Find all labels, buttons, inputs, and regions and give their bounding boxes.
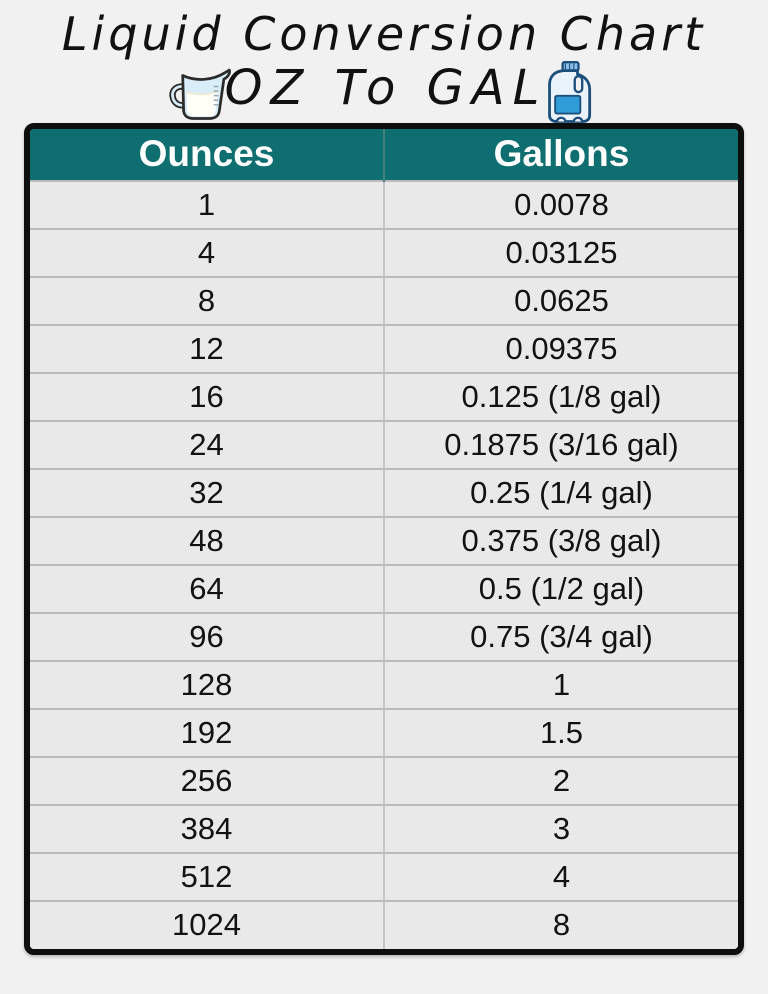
ounces-cell: 512	[30, 851, 384, 901]
table-row: 1 0.0078	[30, 179, 738, 229]
gallons-cell: 8	[383, 899, 738, 949]
gallons-header: Gallons	[383, 128, 738, 181]
table-row: 48 0.375 (3/8 gal)	[30, 515, 738, 565]
gallons-cell: 0.0078	[383, 179, 738, 229]
gallons-cell: 2	[383, 755, 738, 805]
gallons-cell: 0.09375	[383, 323, 738, 373]
gallons-cell: 4	[383, 851, 738, 901]
gallon-jug-icon	[543, 60, 599, 126]
ounces-cell: 192	[30, 707, 384, 757]
ounces-cell: 8	[30, 275, 384, 325]
table-row: 24 0.1875 (3/16 gal)	[30, 419, 738, 469]
title-block: Liquid Conversion Chart OZ To GAL	[0, 7, 768, 123]
gallons-cell: 0.0625	[383, 275, 738, 325]
gallons-cell: 3	[383, 803, 738, 853]
gallons-cell: 0.375 (3/8 gal)	[383, 515, 738, 565]
gallons-cell: 0.1875 (3/16 gal)	[383, 419, 738, 469]
table-row: 4 0.03125	[30, 227, 738, 277]
table-row: 64 0.5 (1/2 gal)	[30, 563, 738, 613]
table-header-row: Ounces Gallons	[30, 128, 738, 181]
ounces-cell: 16	[30, 371, 384, 421]
ounces-cell: 32	[30, 467, 384, 517]
table-row: 256 2	[30, 755, 738, 805]
measuring-cup-icon	[168, 62, 233, 122]
ounces-cell: 384	[30, 803, 384, 853]
table-row: 384 3	[30, 803, 738, 853]
table-body: 1 0.0078 4 0.03125 8 0.0625 12 0.09375 16 0.125 (…	[30, 179, 738, 949]
ounces-cell: 12	[30, 323, 384, 373]
ounces-cell: 24	[30, 419, 384, 469]
ounces-cell: 64	[30, 563, 384, 613]
gallons-cell: 0.125 (1/8 gal)	[383, 371, 738, 421]
gallons-cell: 0.03125	[383, 227, 738, 277]
table-row: 8 0.0625	[30, 275, 738, 325]
ounces-header: Ounces	[30, 128, 384, 181]
table-row: 192 1.5	[30, 707, 738, 757]
chart-subtitle-row: OZ To GAL	[0, 55, 768, 123]
gallons-cell: 0.75 (3/4 gal)	[383, 611, 738, 661]
gallons-cell: 1.5	[383, 707, 738, 757]
ounces-cell: 256	[30, 755, 384, 805]
table-row: 16 0.125 (1/8 gal)	[30, 371, 738, 421]
ounces-cell: 1	[30, 179, 384, 229]
table-row: 128 1	[30, 659, 738, 709]
gallons-cell: 0.5 (1/2 gal)	[383, 563, 738, 613]
chart-title: Liquid Conversion Chart	[61, 7, 707, 61]
table-row: 32 0.25 (1/4 gal)	[30, 467, 738, 517]
ounces-cell: 4	[30, 227, 384, 277]
ounces-cell: 128	[30, 659, 384, 709]
table-row: 12 0.09375	[30, 323, 738, 373]
gallons-cell: 0.25 (1/4 gal)	[383, 467, 738, 517]
table-row: 96 0.75 (3/4 gal)	[30, 611, 738, 661]
table-row: 1024 8	[30, 899, 738, 949]
ounces-cell: 48	[30, 515, 384, 565]
conversion-table: Ounces Gallons 1 0.0078 4 0.03125 8 0.0625 12 0…	[30, 128, 738, 949]
chart-subtitle: OZ To GAL	[224, 59, 548, 116]
gallons-cell: 1	[383, 659, 738, 709]
table-row: 512 4	[30, 851, 738, 901]
ounces-cell: 1024	[30, 899, 384, 949]
ounces-cell: 96	[30, 611, 384, 661]
conversion-table-container: Ounces Gallons 1 0.0078 4 0.03125 8 0.0625 12 0…	[24, 122, 744, 955]
